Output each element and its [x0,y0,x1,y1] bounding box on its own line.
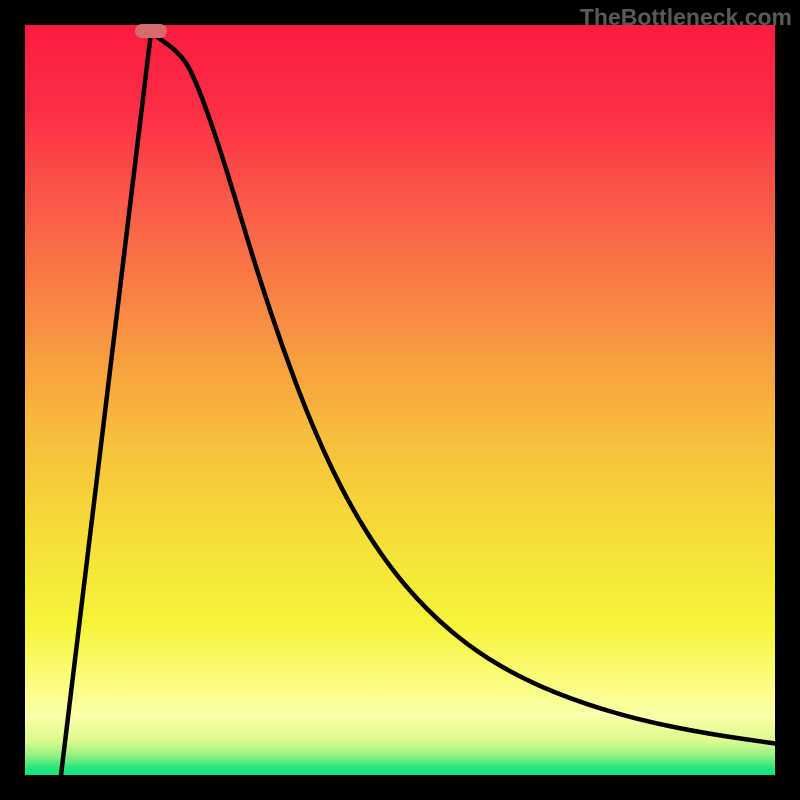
chart-svg [0,0,800,800]
bottleneck-chart: TheBottleneck.com [0,0,800,800]
watermark-text: TheBottleneck.com [580,4,792,31]
optimal-marker [135,24,167,38]
